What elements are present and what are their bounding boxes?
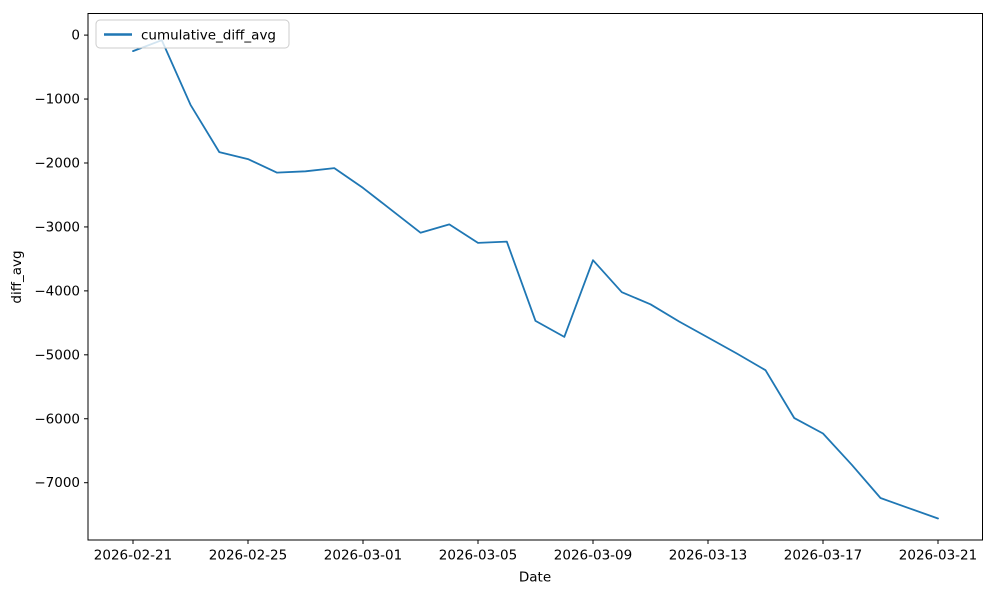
y-tick-label: −7000 (34, 475, 80, 491)
x-tick-label: 2026-03-13 (669, 548, 747, 564)
y-tick-label: −1000 (34, 92, 80, 108)
legend-box (95, 19, 290, 49)
x-axis-title: Date (519, 570, 551, 586)
x-tick-label: 2026-03-01 (324, 548, 402, 564)
x-tick-label: 2026-02-21 (94, 548, 172, 564)
legend: cumulative_diff_avg (95, 19, 290, 49)
y-tick-label: −4000 (34, 283, 80, 299)
x-tick-label: 2026-03-21 (899, 548, 977, 564)
legend-entry-label: cumulative_diff_avg (141, 28, 276, 44)
x-tick-label: 2026-03-09 (554, 548, 632, 564)
y-tick-label: −2000 (34, 155, 80, 171)
y-axis-title: diff_avg (9, 250, 25, 303)
x-tick-label: 2026-02-25 (209, 548, 287, 564)
y-tick-label: −3000 (34, 219, 80, 235)
plot-border (87, 13, 983, 541)
y-tick-label: −6000 (34, 411, 80, 427)
x-tick-label: 2026-03-05 (439, 548, 517, 564)
x-tick-label: 2026-03-17 (784, 548, 862, 564)
data-line-cumulative_diff_avg (132, 39, 939, 520)
plot-area: 0 −1000 −2000 −3000 −4000 −5000 −6000 −7000 2026… (34, 13, 983, 564)
y-tick-label: −5000 (34, 347, 80, 363)
y-tick-label: 0 (71, 28, 80, 44)
